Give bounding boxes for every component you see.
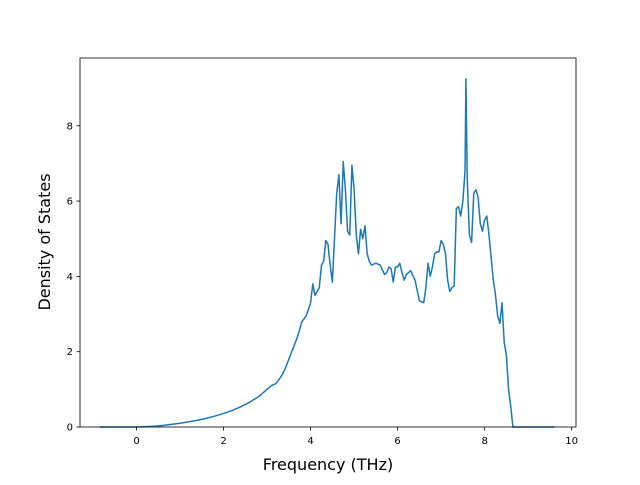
x-tick-label: 8 — [481, 436, 487, 447]
y-axis-ticks: 0 2 4 6 8 — [67, 121, 80, 434]
y-axis-label: Density of States — [35, 173, 54, 310]
x-axis-ticks: 0 2 4 6 8 10 — [133, 427, 578, 447]
dos-line-series-0 — [99, 77, 555, 428]
x-tick-label: 0 — [133, 436, 139, 447]
x-tick-label: 4 — [307, 436, 313, 447]
x-tick-label: 10 — [565, 436, 578, 447]
plot-frame — [79, 57, 577, 428]
series-layer — [99, 77, 555, 428]
x-tick-label: 2 — [220, 436, 226, 447]
y-tick-label: 4 — [67, 272, 73, 283]
y-tick-label: 6 — [67, 197, 73, 208]
x-axis-label: Frequency (THz) — [263, 455, 393, 474]
y-tick-label: 0 — [67, 423, 73, 434]
x-tick-label: 6 — [394, 436, 400, 447]
plot-background — [80, 58, 576, 427]
y-tick-label: 2 — [67, 347, 73, 358]
y-tick-label: 8 — [67, 121, 73, 132]
